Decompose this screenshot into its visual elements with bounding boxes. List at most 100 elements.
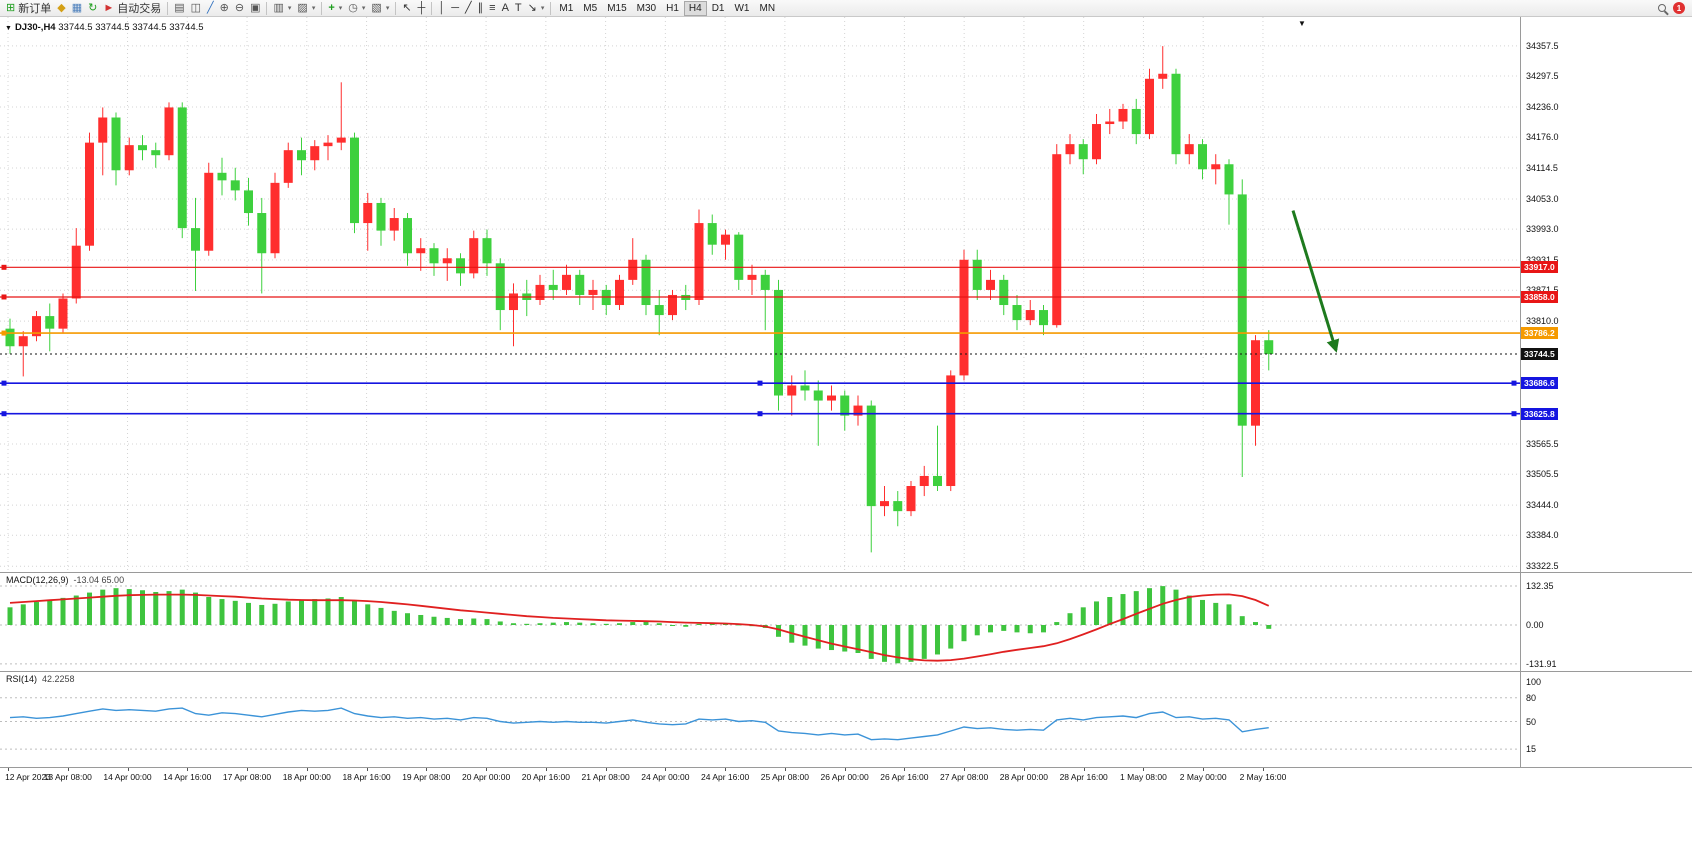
main-chart-canvas[interactable] <box>0 17 1692 573</box>
price-tick: 33565.5 <box>1526 439 1559 450</box>
time-tick <box>1262 768 1264 771</box>
fibonacci-button[interactable]: ≡ <box>486 1 498 16</box>
zoom-out-button[interactable]: ⊖ <box>232 1 247 16</box>
ohlc-values: 33744.5 33744.5 33744.5 33744.5 <box>58 22 204 33</box>
bar-chart-button[interactable]: ▤ <box>171 1 187 16</box>
panel-separator <box>0 767 1692 768</box>
trendline-button[interactable]: ╱ <box>462 1 475 16</box>
tile-windows-icon: ▣ <box>250 1 261 14</box>
time-tick <box>605 768 607 771</box>
macd-panel-canvas[interactable] <box>0 573 1692 672</box>
time-tick <box>964 768 966 771</box>
rsi-tick: 80 <box>1526 692 1537 703</box>
refresh-button[interactable]: ↻ <box>85 1 100 16</box>
price-tick: 33931.5 <box>1526 255 1559 266</box>
time-label: 27 Apr 08:00 <box>940 772 989 782</box>
line-price-tag[interactable]: 33917.0 <box>1521 261 1558 274</box>
line-price-tag[interactable]: 33625.8 <box>1521 407 1558 420</box>
arrows-tool-button[interactable]: ↘ ▾ <box>525 1 548 16</box>
time-label: 2 May 16:00 <box>1239 772 1287 782</box>
profiles-button[interactable]: ▨ ▾ <box>294 1 318 16</box>
timeframe-m30[interactable]: M30 <box>636 2 657 14</box>
data-window-button[interactable]: ▦ <box>69 1 85 16</box>
vertical-line-icon: │ <box>438 1 446 14</box>
horizontal-price-lines[interactable] <box>0 264 1520 417</box>
time-tick <box>1203 768 1205 771</box>
time-axis[interactable]: 12 Apr 2023 13 Apr 08:00 14 Apr 00:00 14 Ap… <box>0 768 1692 784</box>
search-button[interactable] <box>1655 1 1669 16</box>
toolbar-separator <box>395 1 397 15</box>
time-label: 18 Apr 16:00 <box>342 772 391 782</box>
time-tick <box>247 768 249 771</box>
one-click-trading-icon[interactable]: ▼ <box>5 25 12 32</box>
time-tick <box>486 768 488 771</box>
notification-badge[interactable]: 1 <box>1673 2 1685 14</box>
line-chart-button[interactable]: ╱ <box>204 1 217 16</box>
line-handle <box>1 264 7 270</box>
channel-button[interactable]: ∥ <box>475 1 487 16</box>
timeframe-h1[interactable]: H1 <box>666 2 679 14</box>
trend-arrow-annotation[interactable] <box>1291 210 1340 353</box>
time-label: 18 Apr 00:00 <box>282 772 331 782</box>
autotrading-icon: ► <box>103 1 115 14</box>
text-label-icon: T <box>514 1 522 14</box>
line-chart-icon: ╱ <box>207 1 214 14</box>
crosshair-button[interactable]: ┼ <box>415 1 429 16</box>
periods-button[interactable]: ◷ ▾ <box>345 1 368 16</box>
time-label: 24 Apr 00:00 <box>641 772 690 782</box>
current-price-tag[interactable]: 33744.5 <box>1521 348 1558 361</box>
line-price-tag[interactable]: 33686.6 <box>1521 377 1558 390</box>
panel-separator[interactable] <box>0 671 1692 672</box>
time-tick <box>1143 768 1145 771</box>
rsi-panel-canvas[interactable] <box>0 672 1692 768</box>
timeframe-m5[interactable]: M5 <box>583 2 598 14</box>
bar-chart-icon: ▤ <box>174 1 185 14</box>
autotrading-button[interactable]: ► 自动交易 <box>100 1 164 16</box>
toolbar-separator <box>431 1 433 15</box>
timeframe-w1[interactable]: W1 <box>734 2 750 14</box>
rsi-line <box>9 707 1269 741</box>
tile-windows-button[interactable]: ▣ <box>247 1 263 16</box>
time-label: 24 Apr 16:00 <box>701 772 750 782</box>
panel-separator[interactable] <box>0 572 1692 573</box>
time-label: 26 Apr 16:00 <box>880 772 929 782</box>
line-price-tag[interactable]: 33858.0 <box>1521 290 1558 303</box>
time-label: 20 Apr 00:00 <box>461 772 511 782</box>
line-price-tag[interactable]: 33786.2 <box>1521 327 1558 340</box>
time-tick <box>1023 768 1025 771</box>
new-order-button[interactable]: ⊞ 新订单 <box>3 1 54 16</box>
timeframe-m1[interactable]: M1 <box>559 2 574 14</box>
chevron-down-icon: ▾ <box>540 5 545 12</box>
market-watch-button[interactable]: ◆ <box>54 1 68 16</box>
zoom-in-button[interactable]: ⊕ <box>217 1 232 16</box>
add-indicator-icon: + <box>328 1 335 14</box>
channel-icon: ∥ <box>477 1 484 14</box>
cursor-button[interactable]: ↖ <box>399 1 414 16</box>
time-tick <box>844 768 846 771</box>
horizontal-line-button[interactable]: ─ <box>448 1 462 16</box>
toolbar-separator <box>167 1 169 15</box>
price-axis[interactable]: 34357.5 34297.5 34236.0 34176.0 34114.5 34053… <box>1521 17 1692 784</box>
new-chart-button[interactable]: ▥ ▾ <box>270 1 294 16</box>
text-button[interactable]: A <box>499 1 512 16</box>
trendline-icon: ╱ <box>465 1 472 14</box>
macd-tick: 132.35 <box>1526 581 1554 591</box>
time-tick <box>187 768 189 771</box>
price-tick: 33871.5 <box>1526 285 1559 295</box>
timeframe-m15[interactable]: M15 <box>607 2 627 14</box>
timeframe-d1[interactable]: D1 <box>711 2 725 14</box>
vertical-line-button[interactable]: │ <box>435 1 448 16</box>
indicators-button[interactable]: + ▾ <box>325 1 345 16</box>
timeframe-mn[interactable]: MN <box>759 2 776 14</box>
rsi-tick: 100 <box>1526 677 1542 687</box>
macd-value: -13.04 65.00 <box>73 575 125 585</box>
timeframe-h4[interactable]: H4 <box>683 0 707 16</box>
chart-shift-marker[interactable]: ▼ <box>1298 19 1306 28</box>
time-tick <box>366 768 368 771</box>
text-label-button[interactable]: T <box>512 1 525 16</box>
chart-window[interactable]: ▼ DJ30-,H4 33744.5 33744.5 33744.5 33744.… <box>0 17 1692 851</box>
rsi-tick: 15 <box>1526 744 1537 755</box>
candle-chart-button[interactable]: ◫ <box>188 1 204 16</box>
templates-button[interactable]: ▧ ▾ <box>368 1 392 16</box>
price-tick: 34176.0 <box>1526 132 1559 143</box>
